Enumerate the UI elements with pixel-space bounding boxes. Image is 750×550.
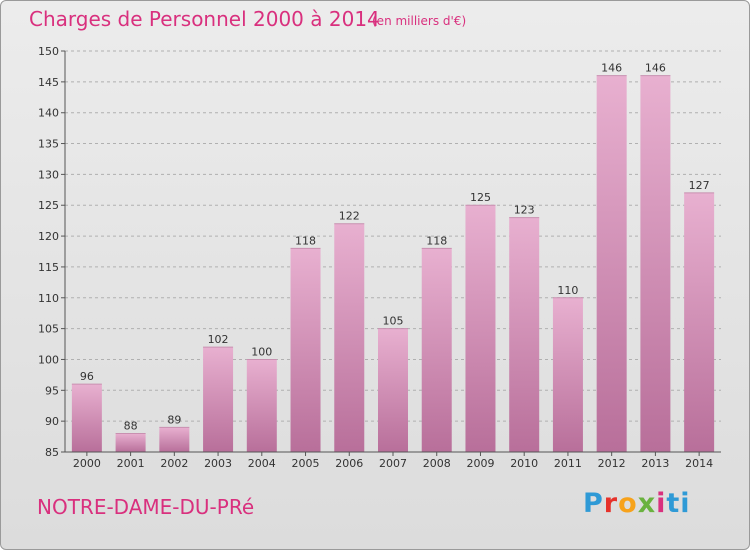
y-tick-label: 100 [38,353,59,366]
value-label: 125 [470,191,491,204]
y-tick-label: 90 [45,415,59,428]
value-label: 122 [339,210,360,223]
commune-name: NOTRE-DAME-DU-PRé [37,495,255,519]
bar [552,297,583,452]
value-label: 89 [167,413,181,426]
y-tick-label: 115 [38,261,59,274]
value-label: 102 [208,333,229,346]
logo-letter: r [603,488,619,519]
x-tick-label: 2008 [423,457,451,470]
bar [71,384,102,452]
bar [159,427,190,452]
value-label: 96 [80,370,94,383]
y-tick-label: 140 [38,107,59,120]
x-tick-label: 2005 [292,457,320,470]
logo-letter: o [618,488,638,519]
logo-letter: x [637,488,657,519]
bar [378,328,408,452]
value-label: 110 [557,284,578,297]
value-label: 118 [295,234,316,247]
bar [640,75,671,452]
x-tick-label: 2001 [117,457,145,470]
y-tick-label: 85 [45,446,59,459]
bar [115,433,146,452]
y-tick-label: 95 [45,384,59,397]
y-tick-label: 145 [38,76,59,89]
bar [290,248,321,452]
value-label: 123 [514,204,535,217]
x-tick-label: 2011 [554,457,582,470]
value-label: 146 [645,62,666,75]
x-tick-label: 2006 [335,457,363,470]
bar [596,75,627,452]
x-tick-label: 2014 [685,457,713,470]
logo-letter: i [656,488,667,519]
value-label: 88 [124,419,138,432]
proxiti-logo[interactable]: Proxiti [583,488,691,519]
y-tick-label: 130 [38,168,59,181]
x-tick-label: 2013 [641,457,669,470]
x-tick-label: 2012 [598,457,626,470]
x-tick-label: 2000 [73,457,101,470]
y-tick-label: 120 [38,230,59,243]
x-tick-label: 2009 [466,457,494,470]
bar [421,248,452,452]
y-tick-label: 105 [38,323,59,336]
value-label: 105 [383,315,404,328]
x-tick-label: 2010 [510,457,538,470]
bar-chart: 96 88 89 102 100 118 122 105 118 125 123 110 146 146 1… [38,45,721,470]
logo-letter: P [583,488,604,519]
value-label: 100 [251,345,272,358]
value-label: 118 [426,234,447,247]
x-tick-label: 2007 [379,457,407,470]
bar [509,217,540,452]
x-tick-label: 2003 [204,457,232,470]
chart-subtitle: (en milliers d'€) [372,14,467,28]
x-tick-label: 2002 [160,457,188,470]
bars: 96 88 89 102 100 118 122 105 118 125 123 110 146 146 1… [71,62,715,452]
value-label: 127 [689,179,710,192]
logo-letter: t [666,488,681,519]
bar [246,359,277,452]
bar [684,192,715,452]
y-tick-label: 110 [38,292,59,305]
axes: 85 90 95 100 105 110 115 120 125 130 135 140 145 150 2… [38,45,721,470]
x-tick-label: 2004 [248,457,276,470]
chart-title: Charges de Personnel 2000 à 2014 [29,7,380,31]
y-tick-label: 125 [38,199,59,212]
bar [203,347,234,452]
bar [465,205,496,452]
y-tick-label: 135 [38,138,59,151]
value-label: 146 [601,62,622,75]
y-tick-label: 150 [38,45,59,58]
logo-letter: i [680,488,691,519]
bar [334,223,365,452]
